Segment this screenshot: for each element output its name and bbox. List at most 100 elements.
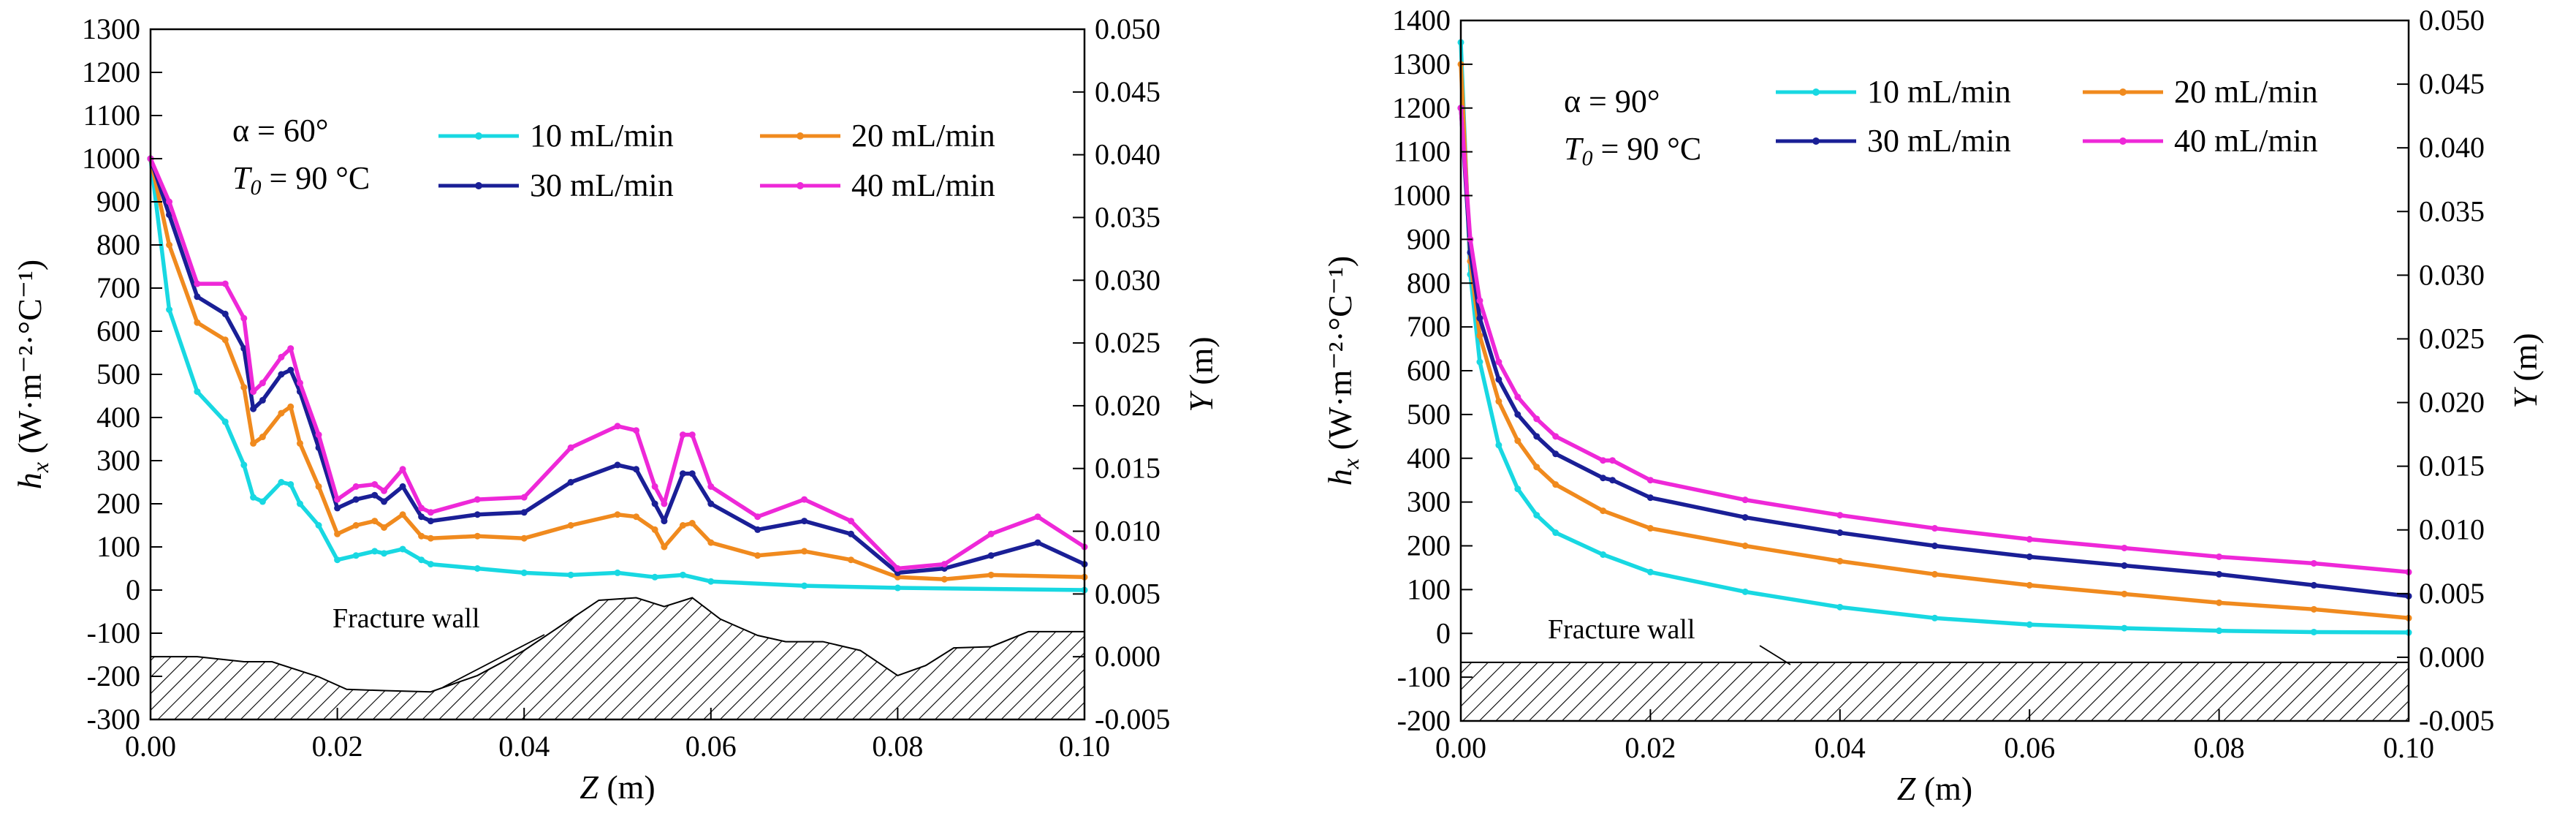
data-point xyxy=(1600,507,1607,515)
y2-tick-label: 0.000 xyxy=(2419,641,2485,673)
data-point xyxy=(688,520,696,527)
data-point xyxy=(1476,358,1483,366)
data-point xyxy=(1931,614,1938,621)
fracture-wall-region xyxy=(150,597,1085,720)
y2-tick-label: 0.050 xyxy=(2419,4,2485,37)
data-point xyxy=(987,530,995,537)
x-axis-unit: (m) xyxy=(1915,770,1972,807)
data-point xyxy=(614,569,621,576)
data-point xyxy=(371,518,379,525)
data-point xyxy=(296,379,303,387)
data-point xyxy=(240,314,248,322)
data-point xyxy=(1646,525,1654,532)
data-point xyxy=(520,534,528,542)
temperature-symbol: T xyxy=(232,160,253,196)
x-axis-unit: (m) xyxy=(599,768,656,806)
y-tick-label: 1300 xyxy=(82,12,140,45)
y-tick-label: 1100 xyxy=(1393,135,1451,168)
data-point xyxy=(1646,477,1654,484)
data-point xyxy=(250,405,257,412)
x-axis-label: Z (m) xyxy=(1897,770,1973,807)
data-point xyxy=(679,470,686,477)
data-point xyxy=(315,431,322,439)
y2-tick-label: 0.050 xyxy=(1095,12,1160,45)
y-tick-label: 0 xyxy=(126,573,140,606)
data-point xyxy=(633,513,640,521)
y-tick-label: 0 xyxy=(1436,616,1451,649)
legend-label: 30 mL/min xyxy=(530,167,674,203)
data-point xyxy=(1514,485,1521,493)
data-point xyxy=(1552,450,1559,458)
y-tick-label: 1100 xyxy=(83,99,140,132)
y2-tick-label: 0.035 xyxy=(2419,194,2485,227)
data-point xyxy=(1552,481,1559,488)
data-point xyxy=(399,466,406,473)
data-point xyxy=(287,480,295,488)
data-point xyxy=(427,534,434,542)
legend-marker xyxy=(475,182,482,189)
x-tick-label: 0.10 xyxy=(1059,730,1110,763)
data-point xyxy=(1600,457,1607,464)
data-point xyxy=(427,509,434,516)
data-point xyxy=(707,500,715,507)
y-tick-label: -300 xyxy=(87,703,140,736)
y2-tick-label: -0.005 xyxy=(2419,704,2494,737)
x-tick-label: 0.06 xyxy=(685,730,737,763)
data-point xyxy=(987,571,995,578)
data-point xyxy=(1741,514,1749,521)
data-point xyxy=(1533,433,1540,440)
right-chart-panel: Fracture wall -200 -100 0 100 200 300 400 500 600… xyxy=(1321,4,2544,807)
data-point xyxy=(1514,411,1521,418)
data-point xyxy=(707,539,715,546)
y-tick-label: 500 xyxy=(1407,398,1451,431)
y2-tick-label: 0.000 xyxy=(1095,640,1160,673)
legend-label: 40 mL/min xyxy=(2174,123,2318,159)
data-point xyxy=(278,409,285,417)
data-point xyxy=(259,379,266,387)
y2-tick-label: 0.045 xyxy=(1095,75,1160,108)
y-tick-label: 1400 xyxy=(1392,4,1451,37)
data-point xyxy=(2026,536,2033,543)
fracture-wall-arrow xyxy=(442,634,545,688)
data-point xyxy=(2310,581,2317,589)
data-point xyxy=(633,466,640,473)
data-point xyxy=(1836,529,1844,537)
data-point xyxy=(567,522,574,529)
alpha-annotation: α = 90° xyxy=(1564,83,1660,119)
data-point xyxy=(1533,415,1540,423)
y2-tick-label: 0.045 xyxy=(2419,67,2485,100)
temperature-subscript: 0 xyxy=(250,175,261,200)
y-axis-unit: (W·m⁻²·°C⁻¹) xyxy=(1321,256,1359,458)
data-point xyxy=(754,526,761,533)
y2-axis-label: Y (m) xyxy=(2507,333,2544,409)
series-line-3 xyxy=(1459,107,2409,599)
data-point xyxy=(2216,599,2223,606)
data-point xyxy=(418,505,425,512)
data-point xyxy=(399,545,406,553)
y-tick-label: 1200 xyxy=(82,56,140,88)
data-point xyxy=(2121,562,2128,569)
data-point xyxy=(707,578,715,585)
legend-label: 30 mL/min xyxy=(1867,123,2011,159)
y2-tick-label: 0.025 xyxy=(2419,322,2485,355)
data-point xyxy=(520,569,528,576)
x-tick-label: 0.02 xyxy=(1625,731,1676,764)
data-point xyxy=(418,513,425,521)
data-point xyxy=(474,532,481,540)
data-point xyxy=(614,423,621,430)
data-point xyxy=(520,494,528,501)
y2-tick-label: 0.015 xyxy=(1095,452,1160,485)
y-tick-label: 800 xyxy=(96,228,140,261)
y2-tick-label: 0.040 xyxy=(1095,138,1160,171)
data-point xyxy=(334,505,341,512)
y-tick-label: -100 xyxy=(1397,660,1451,693)
data-point xyxy=(259,434,266,441)
x-tick-label: 0.06 xyxy=(2004,731,2055,764)
data-point xyxy=(399,483,406,490)
data-point xyxy=(334,530,341,537)
data-point xyxy=(1931,570,1938,578)
data-point xyxy=(427,518,434,525)
temperature-value: = 90 °C xyxy=(261,160,370,196)
fracture-wall-label: Fracture wall xyxy=(333,603,480,634)
y-tick-label: 400 xyxy=(1407,442,1451,475)
